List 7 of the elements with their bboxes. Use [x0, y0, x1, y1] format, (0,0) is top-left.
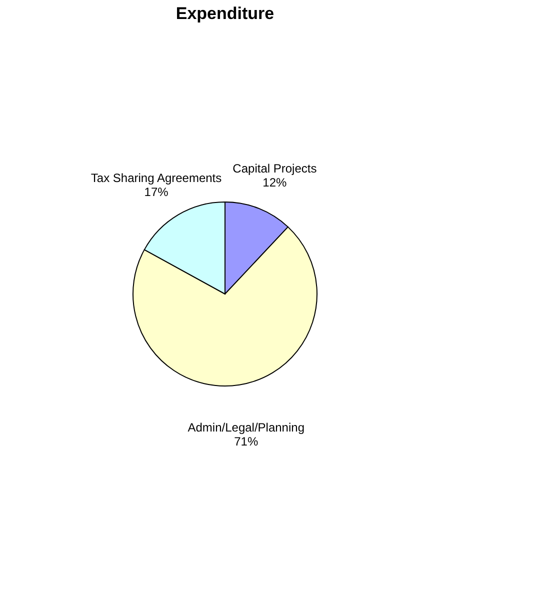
- slice-label: Tax Sharing Agreements: [90, 170, 222, 185]
- slice-label: Capital Projects: [232, 161, 317, 176]
- data-label: 71%: [234, 434, 258, 448]
- slice-label: Admin/Legal/Planning: [188, 420, 304, 434]
- data-label: 17%: [144, 184, 169, 199]
- data-label: 12%: [262, 175, 288, 190]
- chart-title: Expenditure: [176, 4, 274, 23]
